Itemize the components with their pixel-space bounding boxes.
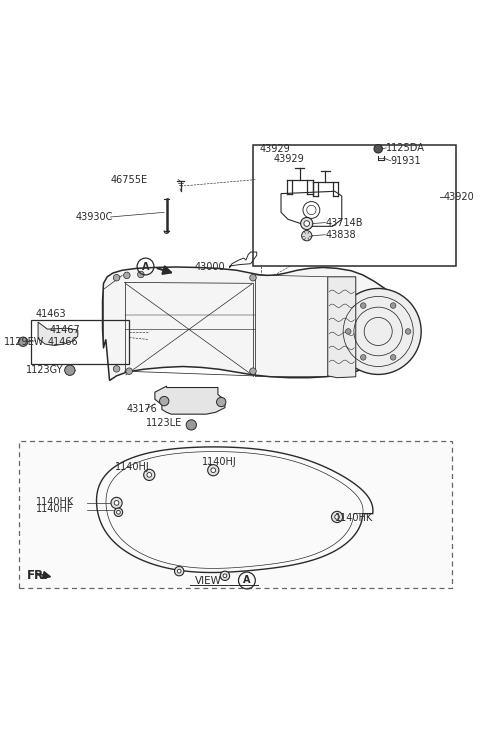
Polygon shape xyxy=(103,267,406,380)
Text: 43714B: 43714B xyxy=(325,218,363,228)
Text: 41466: 41466 xyxy=(48,337,78,347)
Circle shape xyxy=(304,221,310,226)
Text: A: A xyxy=(142,262,149,271)
Text: 43000: 43000 xyxy=(194,262,225,272)
Circle shape xyxy=(175,567,184,576)
FancyBboxPatch shape xyxy=(19,441,452,589)
Circle shape xyxy=(301,231,312,241)
Text: 91931: 91931 xyxy=(391,156,421,166)
Circle shape xyxy=(208,465,219,476)
Text: 1140HJ: 1140HJ xyxy=(202,457,236,467)
Circle shape xyxy=(123,272,130,279)
Circle shape xyxy=(360,303,366,309)
Circle shape xyxy=(126,368,132,375)
Text: 43929: 43929 xyxy=(274,154,305,163)
Polygon shape xyxy=(328,277,356,377)
Text: 1140HF: 1140HF xyxy=(36,504,73,515)
Text: 43930C: 43930C xyxy=(75,212,113,222)
Circle shape xyxy=(405,328,411,334)
Circle shape xyxy=(117,510,120,514)
Circle shape xyxy=(216,397,226,407)
Circle shape xyxy=(223,574,227,578)
Text: 43838: 43838 xyxy=(325,229,356,240)
Circle shape xyxy=(147,473,152,477)
Circle shape xyxy=(332,512,343,523)
Circle shape xyxy=(113,366,120,372)
Circle shape xyxy=(390,355,396,360)
Text: 1123LE: 1123LE xyxy=(145,419,182,429)
Text: 43920: 43920 xyxy=(444,192,474,202)
Circle shape xyxy=(346,328,351,334)
Text: 1129EW: 1129EW xyxy=(4,336,45,347)
Text: FR.: FR. xyxy=(26,570,48,582)
Circle shape xyxy=(390,303,396,309)
Circle shape xyxy=(113,274,120,281)
Circle shape xyxy=(211,468,216,473)
Circle shape xyxy=(111,497,122,509)
Circle shape xyxy=(144,469,155,481)
Circle shape xyxy=(250,274,256,281)
Circle shape xyxy=(114,501,119,505)
Circle shape xyxy=(65,365,75,375)
Circle shape xyxy=(71,330,78,336)
Circle shape xyxy=(220,571,229,581)
Text: A: A xyxy=(243,575,251,586)
Text: 41467: 41467 xyxy=(50,325,81,335)
Circle shape xyxy=(300,218,313,229)
Polygon shape xyxy=(155,386,225,414)
Text: 46755E: 46755E xyxy=(110,174,148,185)
Circle shape xyxy=(159,397,169,406)
Circle shape xyxy=(63,334,70,340)
Text: 1140HJ: 1140HJ xyxy=(115,463,150,472)
Text: 1140HK: 1140HK xyxy=(335,513,373,523)
Circle shape xyxy=(18,337,28,347)
Text: 41463: 41463 xyxy=(36,309,66,319)
Circle shape xyxy=(177,570,181,573)
Circle shape xyxy=(114,508,122,517)
Circle shape xyxy=(335,289,421,375)
Text: 1125DA: 1125DA xyxy=(386,143,425,153)
Text: 1140HK: 1140HK xyxy=(36,497,74,507)
Circle shape xyxy=(51,336,58,342)
Circle shape xyxy=(250,368,256,375)
Text: 43929: 43929 xyxy=(260,144,291,154)
Polygon shape xyxy=(38,322,78,345)
Circle shape xyxy=(360,355,366,360)
Text: VIEW: VIEW xyxy=(194,576,221,586)
Circle shape xyxy=(374,144,383,153)
Text: 1123GY: 1123GY xyxy=(26,365,64,375)
Circle shape xyxy=(138,271,144,278)
Text: 43176: 43176 xyxy=(127,405,157,414)
Circle shape xyxy=(335,515,339,519)
Circle shape xyxy=(186,420,196,430)
Circle shape xyxy=(39,331,48,339)
